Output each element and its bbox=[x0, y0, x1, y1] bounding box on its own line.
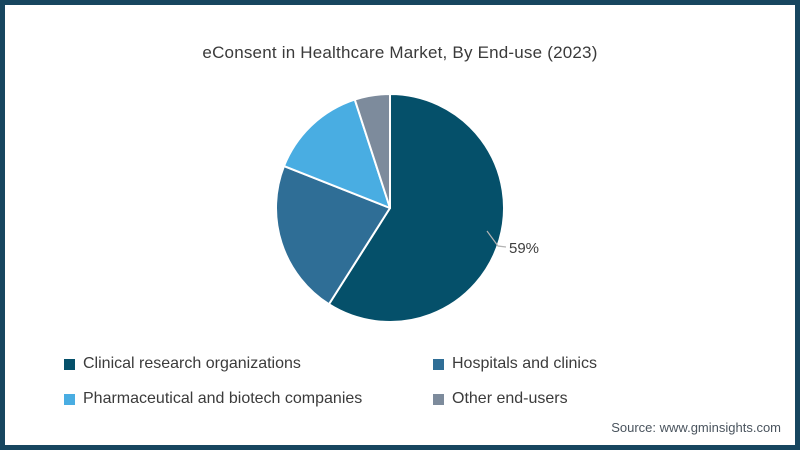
legend-item-other-end-users: Other end-users bbox=[433, 390, 597, 408]
pie-chart: 59% bbox=[275, 93, 539, 323]
legend-item-pharmaceutical-and-biotech-companies: Pharmaceutical and biotech companies bbox=[64, 390, 433, 408]
legend-swatch-other-end-users bbox=[433, 393, 444, 405]
data-label-leader-line bbox=[486, 230, 507, 248]
pie-slices-group bbox=[275, 93, 505, 323]
pie-data-label-59: 59% bbox=[509, 240, 539, 257]
pie-slice-hospitals-and-clinics bbox=[275, 165, 391, 306]
legend: Clinical research organizations Hospital… bbox=[64, 355, 597, 408]
legend-swatch-pharmaceutical-and-biotech-companies bbox=[64, 393, 75, 405]
source-attribution: Source: www.gminsights.com bbox=[611, 420, 781, 435]
pie-slice-other-end-users bbox=[353, 93, 391, 209]
pie-slice-clinical-research-organizations bbox=[327, 93, 505, 323]
legend-swatch-hospitals-and-clinics bbox=[433, 358, 444, 370]
legend-label: Hospitals and clinics bbox=[452, 355, 597, 372]
legend-item-clinical-research-organizations: Clinical research organizations bbox=[64, 355, 433, 373]
legend-label: Pharmaceutical and biotech companies bbox=[83, 390, 363, 407]
legend-swatch-clinical-research-organizations bbox=[64, 358, 75, 370]
legend-label: Clinical research organizations bbox=[83, 355, 301, 372]
chart-title: eConsent in Healthcare Market, By End-us… bbox=[202, 43, 598, 62]
legend-label: Other end-users bbox=[452, 390, 568, 407]
legend-item-hospitals-and-clinics: Hospitals and clinics bbox=[433, 355, 597, 373]
